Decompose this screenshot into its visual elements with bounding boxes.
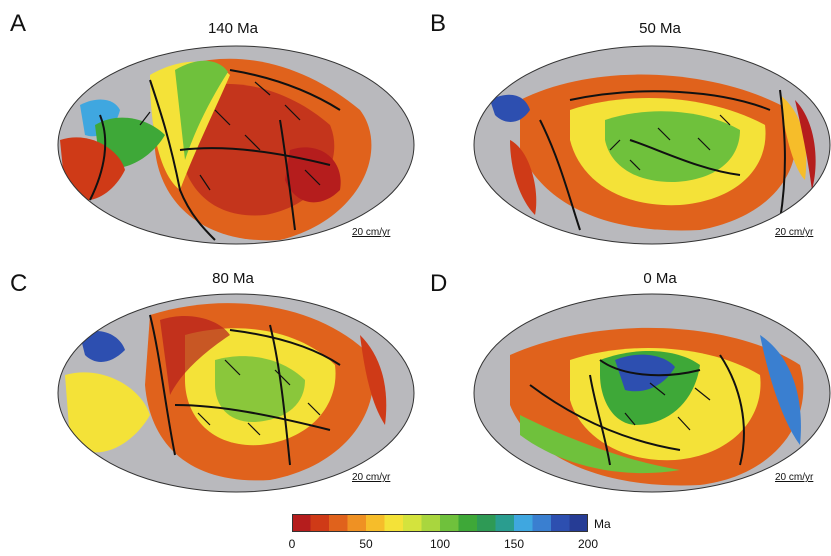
globe-map-b — [473, 45, 831, 245]
colorbar-tick: 200 — [577, 537, 599, 551]
globe-map-d — [473, 293, 831, 493]
panel-age-label: 0 Ma — [643, 270, 677, 287]
colorbar-swatch — [514, 514, 533, 532]
panel-letter: A — [10, 10, 27, 37]
age-colorbar — [292, 514, 589, 537]
colorbar-tick: 150 — [503, 537, 525, 551]
globe-map-c — [57, 293, 415, 493]
colorbar-swatch — [495, 514, 515, 532]
panel-letter: C — [10, 270, 28, 297]
globe-map-a — [57, 45, 415, 245]
colorbar-swatch — [458, 514, 478, 532]
colorbar-swatch — [329, 514, 348, 532]
colorbar-swatch — [440, 514, 459, 532]
panel-age-label: 140 Ma — [207, 20, 259, 37]
velocity-scale-label: 20 cm/yr — [775, 227, 814, 238]
colorbar-swatch — [366, 514, 385, 532]
panel-c: C 80 Ma 20 cm/yr — [0, 265, 415, 495]
colorbar-border — [292, 514, 588, 532]
colorbar-swatch — [310, 514, 330, 532]
velocity-scale-label: 20 cm/yr — [352, 472, 391, 483]
colorbar-swatch — [292, 514, 311, 532]
velocity-scale-label: 20 cm/yr — [352, 227, 391, 238]
colorbar-gradient — [292, 514, 589, 532]
panel-letter: B — [430, 10, 447, 37]
velocity-scale-label: 20 cm/yr — [775, 472, 814, 483]
panel-a: A 140 Ma — [0, 0, 415, 245]
panel-d: D 0 Ma 20 cm/yr — [420, 265, 831, 495]
panel-age-label: 50 Ma — [639, 20, 681, 37]
colorbar-tick: 100 — [429, 537, 451, 551]
panel-age-label: 80 Ma — [212, 270, 254, 287]
colorbar-swatch — [384, 514, 404, 532]
colorbar-unit: Ma — [594, 517, 611, 531]
colorbar-swatch — [532, 514, 552, 532]
colorbar-swatch — [569, 514, 589, 532]
panel-letter: D — [430, 270, 448, 297]
colorbar-tick: 50 — [359, 537, 373, 551]
plate-boundaries — [89, 69, 341, 241]
colorbar-swatch — [421, 514, 441, 532]
colorbar-tick: 0 — [288, 537, 296, 551]
colorbar-swatch — [477, 514, 496, 532]
velocity-arrows — [139, 81, 321, 191]
colorbar-swatch — [551, 514, 570, 532]
panel-b: B 50 Ma 20 cm/yr — [420, 0, 831, 245]
colorbar-swatch — [403, 514, 422, 532]
colorbar-swatch — [347, 514, 367, 532]
